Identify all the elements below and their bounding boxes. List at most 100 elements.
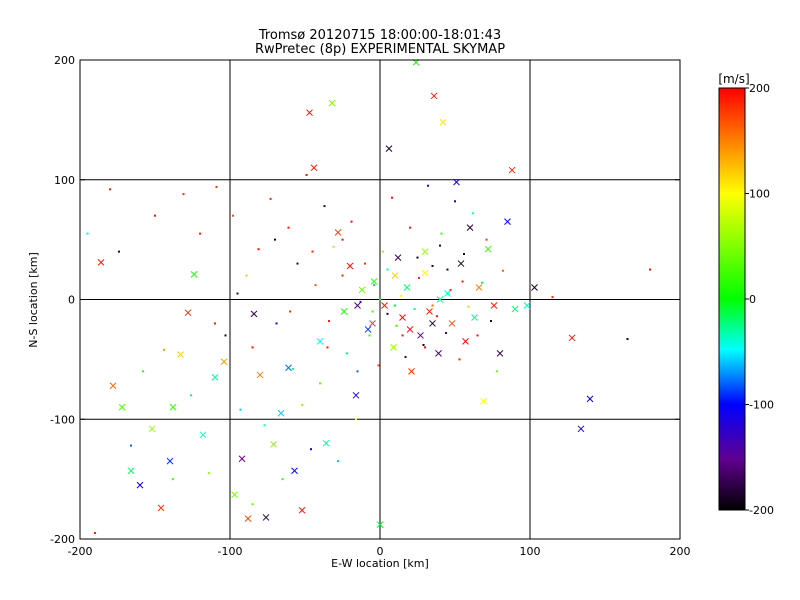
x-marker — [376, 521, 384, 528]
x-marker — [471, 314, 478, 321]
x-marker — [352, 391, 360, 399]
dot-marker — [413, 308, 416, 311]
x-marker — [444, 290, 451, 297]
dot-marker — [649, 268, 651, 271]
dot-marker — [332, 245, 335, 248]
x-marker-stroke — [448, 320, 456, 327]
colorbar-tick-label: 100 — [749, 188, 770, 201]
x-marker — [436, 296, 444, 303]
x-marker — [166, 457, 174, 465]
dot-marker — [401, 334, 404, 337]
x-marker — [586, 395, 594, 403]
x-marker-stroke — [471, 314, 478, 321]
dot-marker — [251, 346, 254, 349]
x-marker-stroke — [577, 425, 585, 433]
x-marker — [298, 506, 306, 514]
x-marker — [435, 350, 442, 357]
x-marker-stroke — [364, 326, 372, 333]
dot-marker — [296, 262, 299, 265]
x-marker-stroke — [496, 350, 504, 357]
x-marker — [364, 326, 372, 333]
x-marker-stroke — [390, 344, 397, 351]
dot-marker — [458, 358, 461, 361]
dot-marker — [269, 197, 272, 200]
colorbar-tick-label: -100 — [749, 399, 774, 412]
x-marker-stroke — [177, 351, 184, 358]
x-marker-stroke — [430, 92, 438, 100]
dot-marker — [467, 305, 470, 308]
dot-marker — [379, 298, 381, 301]
x-marker — [340, 308, 348, 315]
dot-marker — [472, 212, 474, 215]
dot-marker — [445, 332, 447, 335]
x-marker — [334, 229, 342, 236]
dot-marker — [275, 322, 278, 325]
x-marker — [453, 178, 460, 186]
dot-marker — [463, 252, 465, 255]
dot-marker — [496, 370, 498, 373]
x-marker — [291, 467, 298, 475]
x-marker-stroke — [406, 326, 414, 333]
x-marker — [408, 367, 415, 375]
chart-subtitle: RwPretec (8p) EXPERIMENTAL SKYMAP — [255, 42, 505, 57]
x-marker — [369, 320, 376, 327]
x-marker — [466, 224, 474, 232]
dot-marker — [476, 334, 479, 337]
x-marker — [322, 439, 330, 447]
dot-marker — [356, 370, 359, 373]
x-marker-stroke — [531, 284, 538, 291]
x-marker-stroke — [291, 467, 298, 475]
x-marker-stroke — [511, 305, 519, 313]
x-axis-ticks: -200 -100 0 100 200 — [68, 60, 691, 558]
dot-marker — [182, 193, 185, 196]
x-marker-stroke — [306, 109, 313, 117]
x-marker — [457, 260, 465, 267]
y-tick-label: 200 — [54, 54, 75, 67]
dot-marker — [109, 188, 111, 191]
x-marker — [403, 284, 411, 291]
dot-marker — [422, 344, 425, 347]
x-marker — [390, 344, 397, 351]
dot-marker — [431, 264, 434, 267]
x-marker-stroke — [354, 302, 361, 309]
dot-marker — [328, 320, 330, 323]
dot-marker — [436, 315, 438, 318]
x-marker — [169, 403, 177, 411]
dot-marker — [224, 334, 227, 337]
x-marker-stroke — [166, 457, 174, 465]
colorbar — [718, 87, 746, 511]
x-marker-stroke — [118, 403, 126, 411]
x-marker-stroke — [457, 260, 465, 267]
x-marker — [496, 350, 504, 357]
dot-marker — [373, 284, 375, 287]
x-marker — [354, 302, 361, 309]
x-marker-stroke — [421, 248, 429, 255]
dot-marker — [214, 322, 216, 325]
dot-marker — [551, 296, 554, 299]
dot-marker — [439, 244, 441, 247]
x-marker-stroke — [148, 425, 156, 433]
dot-marker — [404, 355, 407, 358]
dot-marker — [310, 448, 312, 451]
x-marker — [285, 364, 292, 372]
dot-marker — [130, 444, 132, 447]
dot-marker — [346, 352, 348, 355]
dot-marker — [461, 280, 464, 283]
x-marker-stroke — [381, 302, 388, 309]
x-marker — [211, 373, 219, 381]
x-marker-stroke — [244, 515, 252, 522]
dot-marker — [337, 460, 339, 463]
y-tick-label: -200 — [50, 533, 75, 546]
x-marker — [391, 272, 399, 279]
dot-marker — [263, 424, 266, 427]
x-marker — [358, 286, 366, 294]
dot-marker — [364, 262, 366, 265]
x-marker-stroke — [310, 164, 318, 172]
x-marker — [262, 514, 270, 521]
x-marker-stroke — [523, 302, 531, 309]
x-marker — [399, 314, 406, 321]
x-marker-stroke — [439, 118, 447, 126]
x-marker-stroke — [394, 254, 402, 261]
dot-marker — [319, 382, 321, 385]
dot-marker — [424, 346, 426, 349]
